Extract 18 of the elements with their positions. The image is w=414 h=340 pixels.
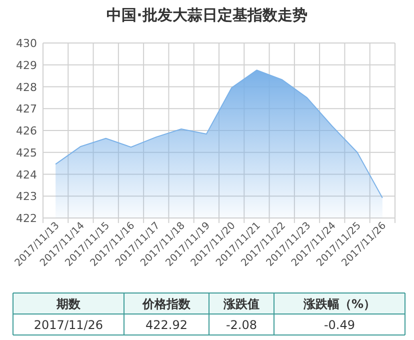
text: -2.08 (226, 318, 258, 332)
y-tick-label: 430 (16, 37, 37, 50)
text: 涨跌值 (222, 297, 260, 311)
y-tick-label: 429 (16, 58, 37, 72)
y-tick-label: 423 (16, 190, 37, 204)
text: 期数 (56, 297, 82, 311)
text: -0.49 (324, 318, 356, 332)
y-tick-label: 428 (16, 80, 37, 94)
text: 涨跌幅（%） (302, 297, 376, 311)
y-tick-label: 425 (16, 146, 37, 160)
text: 422.92 (146, 318, 188, 332)
y-tick-label: 422 (16, 212, 37, 225)
y-tick-label: 424 (16, 168, 37, 182)
y-tick-label: 426 (16, 124, 37, 138)
text: 2017/11/26 (34, 318, 104, 332)
y-tick-label: 427 (16, 102, 37, 116)
text: 价格指数 (142, 297, 192, 311)
chart-title: 中国·批发大蒜日定基指数走势 (106, 6, 308, 24)
